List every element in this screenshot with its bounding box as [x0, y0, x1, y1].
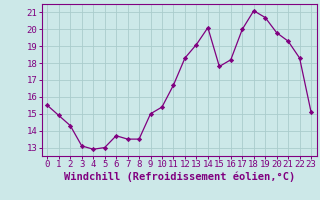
X-axis label: Windchill (Refroidissement éolien,°C): Windchill (Refroidissement éolien,°C) [64, 172, 295, 182]
